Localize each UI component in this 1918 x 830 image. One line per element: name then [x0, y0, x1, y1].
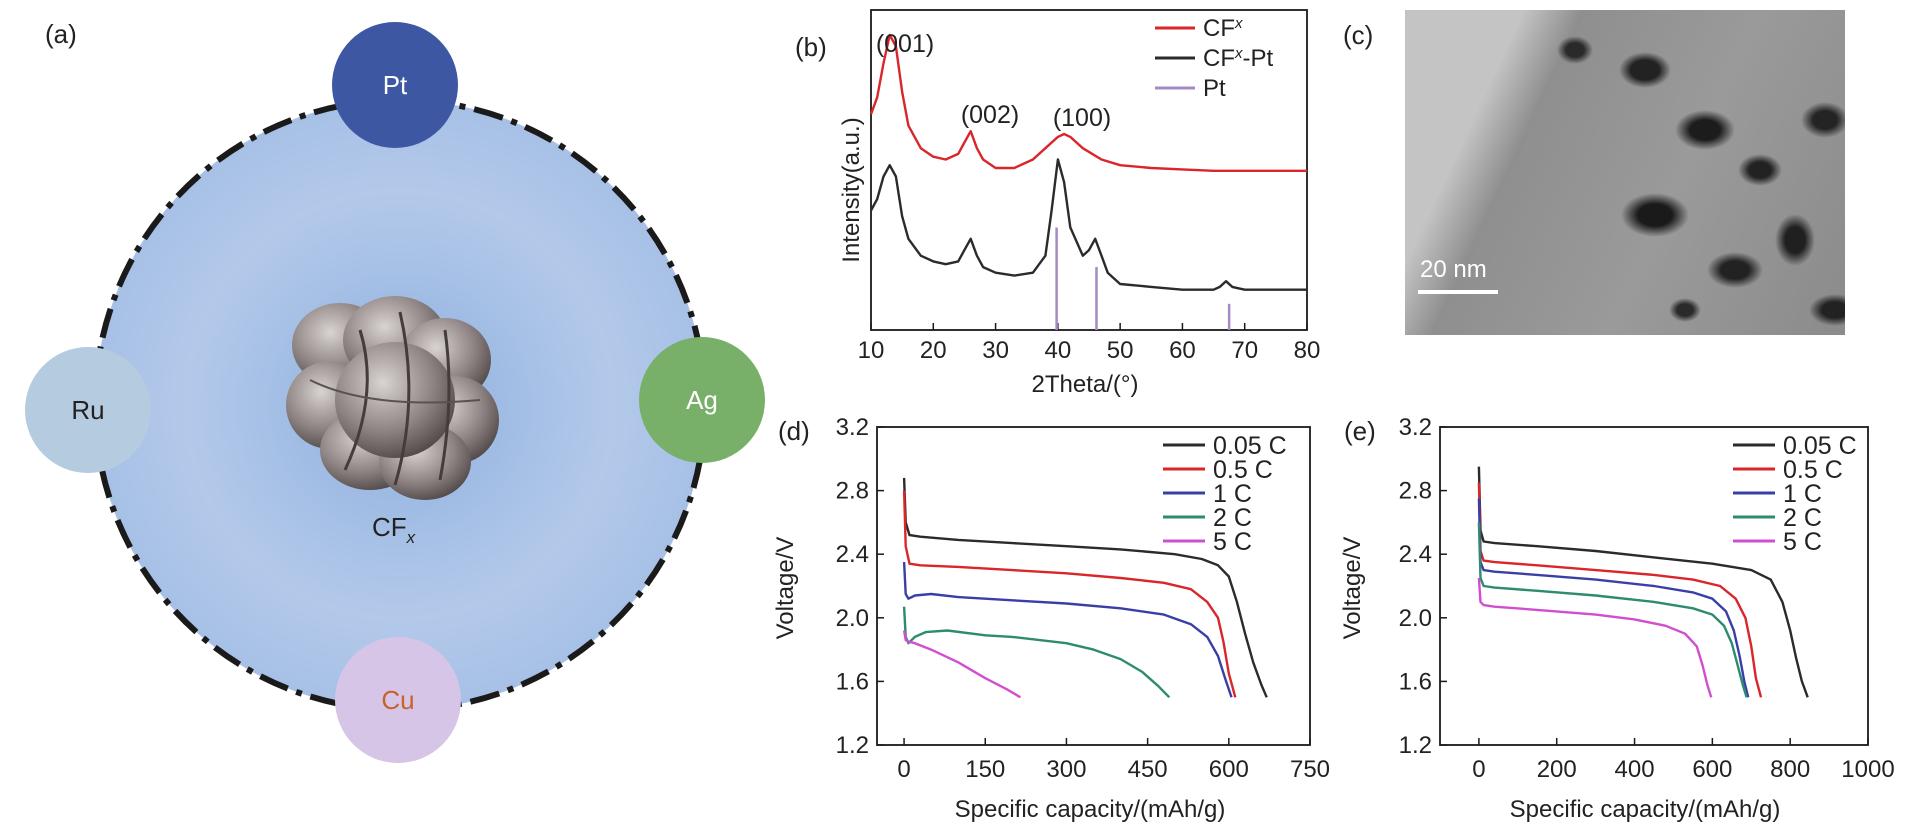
cfx-label: CFx: [372, 512, 416, 547]
metal-ru-circle: [25, 347, 151, 473]
panel-d-xlabel: Specific capacity/(mAh/g): [955, 796, 1226, 823]
panel-d-ytick-label: 3.2: [836, 414, 869, 441]
legend-label-cfx-pt: CFx-Pt: [1203, 45, 1274, 72]
panel-e-ytick-label: 1.6: [1399, 668, 1432, 695]
panel-e-ytick-label: 2.8: [1399, 478, 1432, 505]
metal-cu-label: Cu: [381, 685, 414, 715]
panel-e-axes-frame: [1439, 426, 1869, 746]
panel-d-ytick-label: 2.0: [836, 605, 869, 632]
panel-d-xtick-label: 450: [1128, 756, 1168, 783]
legend-label-cfx: CFx: [1203, 15, 1243, 42]
panel-d-xtick-label: 750: [1290, 756, 1330, 783]
metal-cu: Cu: [335, 637, 461, 763]
panel-b-xtick-label: 80: [1294, 337, 1320, 364]
panel-d-xtick-label: 150: [965, 756, 1005, 783]
panel-a-label: (a): [45, 19, 77, 49]
peak-annotation-002: (002): [961, 101, 1019, 129]
panel-e-discharge-chart: (e) 0 200 400 600 800 10001.21.62.02.42.83.2 …: [1340, 414, 1895, 823]
panel-d-legend-label-0-5-c: 0.5 C: [1213, 456, 1273, 484]
panel-d-series-0-05-c: [902, 477, 1268, 698]
panel-d-ytick-label: 1.6: [836, 668, 869, 695]
panel-d-axes-frame: [876, 426, 1311, 746]
panel-d-series-2-c: [902, 606, 1171, 699]
panel-d-legend-label-5-c: 5 C: [1213, 528, 1252, 556]
panel-e-legend-label-5-c: 5 C: [1783, 528, 1822, 556]
legend-label-pt: Pt: [1203, 75, 1226, 102]
panel-e-series-2-c: [1477, 522, 1748, 698]
panel-e-ytick-label: 2.4: [1399, 541, 1432, 568]
panel-b-xlabel: 2Theta/(°): [1032, 371, 1139, 398]
panel-c-label: (c): [1343, 20, 1374, 50]
panel-b-xtick-label: 40: [1045, 337, 1072, 364]
panel-b-xtick-label: 20: [920, 337, 947, 364]
panel-d-ylabel: Voltage/V: [772, 537, 799, 640]
panel-d-series-1-c: [902, 562, 1233, 698]
tem-image: 20 nm: [1405, 10, 1845, 335]
panel-d-ytick-label: 2.4: [836, 541, 869, 568]
panel-e-xtick-label: 600: [1692, 756, 1732, 783]
panel-b-series-cfx: [869, 33, 1307, 172]
panel-b-xtick-label: 50: [1107, 337, 1134, 364]
panel-b-label: (b): [795, 32, 827, 62]
metal-ag-circle: [639, 337, 765, 463]
panel-d-legend-label-1-c: 1 C: [1213, 480, 1252, 508]
metal-ag: Ag: [639, 337, 765, 463]
panel-a-schematic: (a) CFx Pt Ag Cu Ru: [25, 19, 765, 763]
metal-pt-label: Pt: [383, 70, 408, 100]
panel-e-legend-label-2-c: 2 C: [1783, 504, 1822, 532]
panel-d-xtick-label: 600: [1209, 756, 1249, 783]
scale-bar: [1418, 290, 1498, 294]
panel-e-series-0-05-c: [1477, 466, 1809, 698]
panel-b-xtick-label: 10: [858, 337, 885, 364]
panel-d-discharge-chart: (d) 0 150 300 450 600 750 1.2 1.6 2.0 2.4 2.8 3.2 S…: [772, 414, 1330, 823]
panel-e-series-5-c: [1477, 577, 1713, 698]
panel-d-xtick-label: 0: [897, 756, 910, 783]
panel-d-legend: 0.05 C0.5 C1 C2 C5 C: [1163, 432, 1287, 556]
panel-e-legend-label-0-05-c: 0.05 C: [1783, 432, 1857, 460]
panel-d-legend-label-0-05-c: 0.05 C: [1213, 432, 1287, 460]
metal-ru-label: Ru: [71, 395, 104, 425]
panel-e-xtick-label: 200: [1537, 756, 1577, 783]
panel-d-label: (d): [778, 416, 810, 446]
peak-annotation-100: (100): [1053, 104, 1111, 132]
panel-d-xtick-label: 300: [1046, 756, 1086, 783]
metal-pt-circle: [332, 22, 458, 148]
panel-e-legend: 0.05 C0.5 C1 C2 C5 C: [1733, 432, 1857, 556]
panel-d-series-0-5-c: [902, 490, 1237, 698]
panel-e-series-0-5-c: [1477, 482, 1763, 698]
metal-pt: Pt: [332, 22, 458, 148]
panel-b-xtick-label: 70: [1231, 337, 1258, 364]
scale-bar-label: 20 nm: [1420, 256, 1487, 283]
panel-e-ytick-label: 1.2: [1399, 732, 1432, 759]
panel-e-label: (e): [1344, 416, 1376, 446]
panel-d-legend-label-2-c: 2 C: [1213, 504, 1252, 532]
panel-b-legend: CFx CFx-Pt Pt: [1155, 15, 1274, 102]
panel-d-ytick-label: 1.2: [836, 732, 869, 759]
panel-d-ytick-label: 2.8: [836, 478, 869, 505]
panel-e-xtick-label: 400: [1615, 756, 1655, 783]
panel-e-ytick-label: 2.0: [1399, 605, 1432, 632]
panel-d-series-5-c: [902, 630, 1022, 699]
panel-b-ylabel: Intensity(a.u.): [838, 117, 865, 262]
panel-e-legend-label-1-c: 1 C: [1783, 480, 1822, 508]
panel-e-xlabel: Specific capacity/(mAh/g): [1510, 796, 1781, 823]
panel-e-xtick-label: 1000: [1841, 756, 1894, 783]
panel-e-ytick-label: 3.2: [1399, 414, 1432, 441]
metal-cu-circle: [335, 637, 461, 763]
panel-b-series-cfx-pt: [869, 158, 1307, 291]
panel-e-xtick-label: 0: [1472, 756, 1485, 783]
panel-e-ylabel: Voltage/V: [1340, 537, 1366, 640]
metal-ag-label: Ag: [686, 385, 718, 415]
cfx-particle-icon: [286, 296, 499, 500]
peak-annotation-001: (001): [876, 30, 934, 58]
panel-b-xtick-label: 60: [1169, 337, 1196, 364]
panel-b-xrd-chart: (b) 10 20 30 40 50 60 70 80 2Theta/(°) Intensit…: [795, 9, 1320, 398]
panel-e-series-1-c: [1477, 498, 1750, 698]
panel-e-legend-label-0-5-c: 0.5 C: [1783, 456, 1843, 484]
panel-e-xtick-label: 800: [1770, 756, 1810, 783]
metal-ru: Ru: [25, 347, 151, 473]
panel-b-xtick-label: 30: [982, 337, 1009, 364]
